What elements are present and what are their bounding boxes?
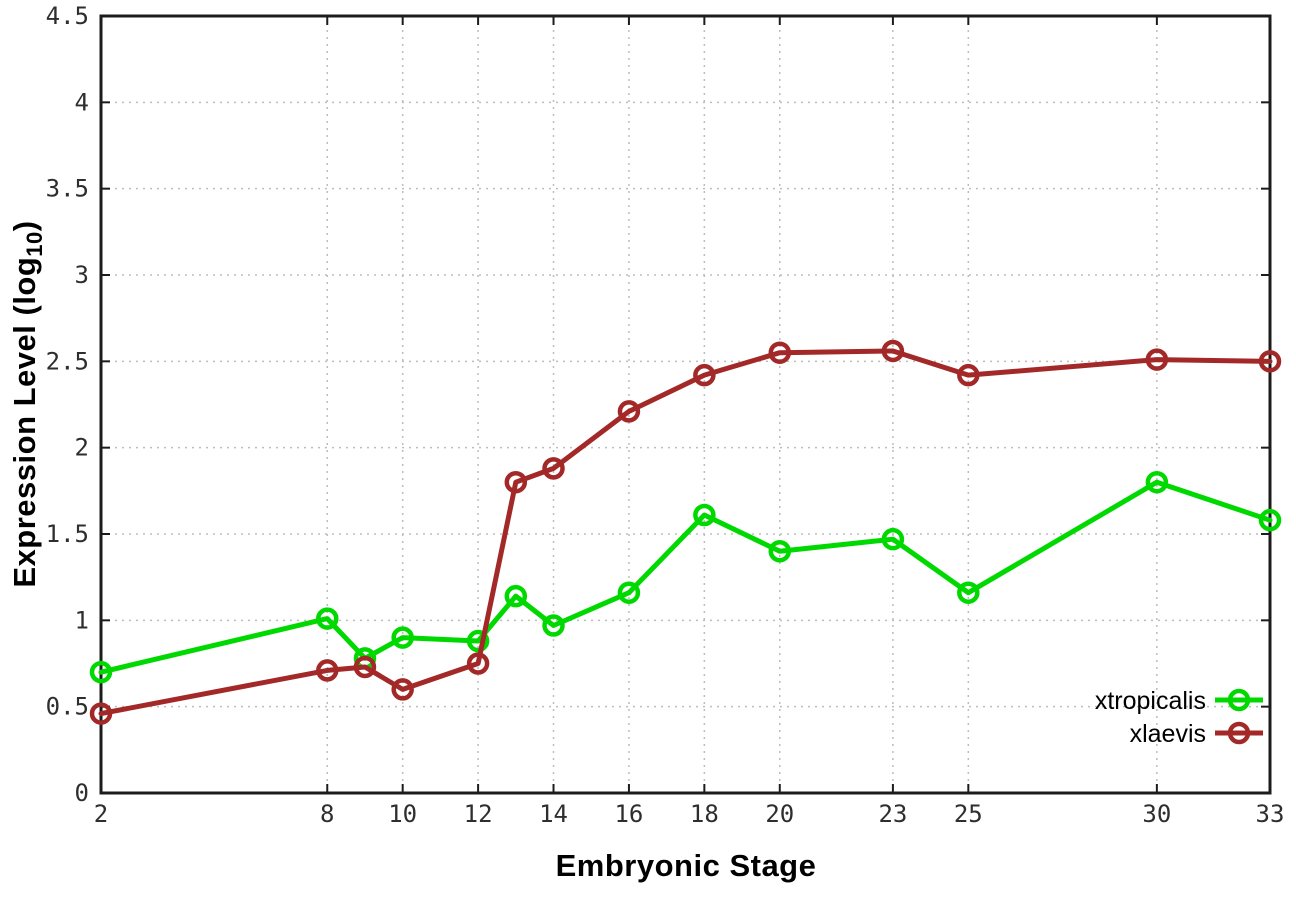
data-point-marker-xtropicalis (316, 607, 339, 630)
x-tick-label: 8 (320, 800, 334, 828)
y-tick-label: 1 (75, 606, 89, 634)
legend-label-xlaevis: xlaevis (1130, 720, 1206, 748)
data-point-marker-xtropicalis (617, 581, 641, 604)
y-tick-label: 2.5 (46, 347, 89, 375)
x-tick-label: 23 (878, 800, 907, 828)
data-point-marker-xtropicalis (768, 540, 792, 563)
data-point-marker-xtropicalis (881, 527, 905, 551)
x-tick-label: 25 (954, 800, 983, 828)
y-tick-label: 4.5 (46, 2, 89, 30)
data-point-marker-xlaevis (316, 659, 339, 682)
gridlines (101, 16, 1270, 793)
x-tick-label: 16 (614, 800, 643, 828)
x-axis-title: Embryonic Stage (555, 848, 817, 883)
y-tick-label: 3 (75, 261, 89, 289)
legend-label-xtropicalis: xtropicalis (1095, 687, 1206, 715)
data-point-marker-xlaevis (504, 470, 528, 494)
data-point-marker-xtropicalis (504, 584, 528, 608)
data-point-marker-xlaevis (693, 363, 716, 387)
series-xtropicalis (89, 470, 1282, 684)
legend: xtropicalis xlaevis (1095, 687, 1263, 748)
data-point-marker-xtropicalis (391, 626, 414, 649)
tick-marks (100, 15, 1271, 794)
data-point-marker-xtropicalis (1258, 508, 1282, 532)
y-tick-label: 0 (75, 779, 89, 807)
series-line-xtropicalis (98, 479, 1273, 675)
data-point-marker-xlaevis (957, 363, 980, 387)
data-point-marker-xtropicalis (957, 581, 980, 604)
data-point-marker-xlaevis (1145, 348, 1169, 371)
y-tick-label: 3.5 (46, 175, 89, 203)
x-tick-label: 10 (388, 800, 417, 828)
data-point-marker-xlaevis (1258, 350, 1282, 373)
y-axis-title: Expression Level (log10) (7, 220, 47, 588)
legend-marker-xlaevis (1227, 721, 1251, 745)
y-tick-label: 0.5 (46, 693, 89, 721)
y-tick-label: 2 (75, 434, 89, 462)
x-tick-label: 12 (464, 800, 493, 828)
data-point-marker-xlaevis (353, 655, 377, 679)
y-axis-title-text: Expression Level (log (7, 256, 42, 588)
data-point-marker-xlaevis (89, 702, 113, 725)
data-point-marker-xlaevis (466, 652, 490, 675)
data-point-marker-xtropicalis (89, 660, 113, 684)
data-point-marker-xlaevis (768, 341, 792, 364)
x-tick-label: 2 (94, 800, 108, 828)
data-point-marker-xlaevis (617, 400, 641, 423)
x-tick-label: 14 (539, 800, 568, 828)
data-point-marker-xtropicalis (542, 614, 565, 637)
y-tick-label: 1.5 (46, 520, 89, 548)
series-xlaevis (89, 339, 1282, 725)
data-point-marker-xlaevis (881, 339, 905, 363)
data-point-marker-xlaevis (391, 678, 414, 701)
tick-labels: 2 8 10 12 14 16 18 20 23 25 30 33 0 0.5 1 1.5 2 2.5 3 3.5 4 4… (46, 2, 1285, 828)
x-tick-label: 33 (1256, 800, 1285, 828)
plot-border (99, 14, 1272, 795)
x-tick-label: 30 (1142, 800, 1171, 828)
data-point-marker-xtropicalis (466, 629, 490, 653)
data-point-marker-xtropicalis (693, 503, 716, 527)
y-tick-label: 4 (75, 88, 89, 116)
y-axis-title-subscript: 10 (22, 231, 47, 257)
x-tick-label: 20 (765, 800, 794, 828)
x-tick-label: 18 (690, 800, 719, 828)
data-point-marker-xlaevis (542, 457, 565, 480)
legend-marker-xtropicalis (1227, 688, 1251, 712)
data-point-marker-xtropicalis (1145, 470, 1169, 494)
y-axis-title-suffix: ) (7, 220, 42, 232)
